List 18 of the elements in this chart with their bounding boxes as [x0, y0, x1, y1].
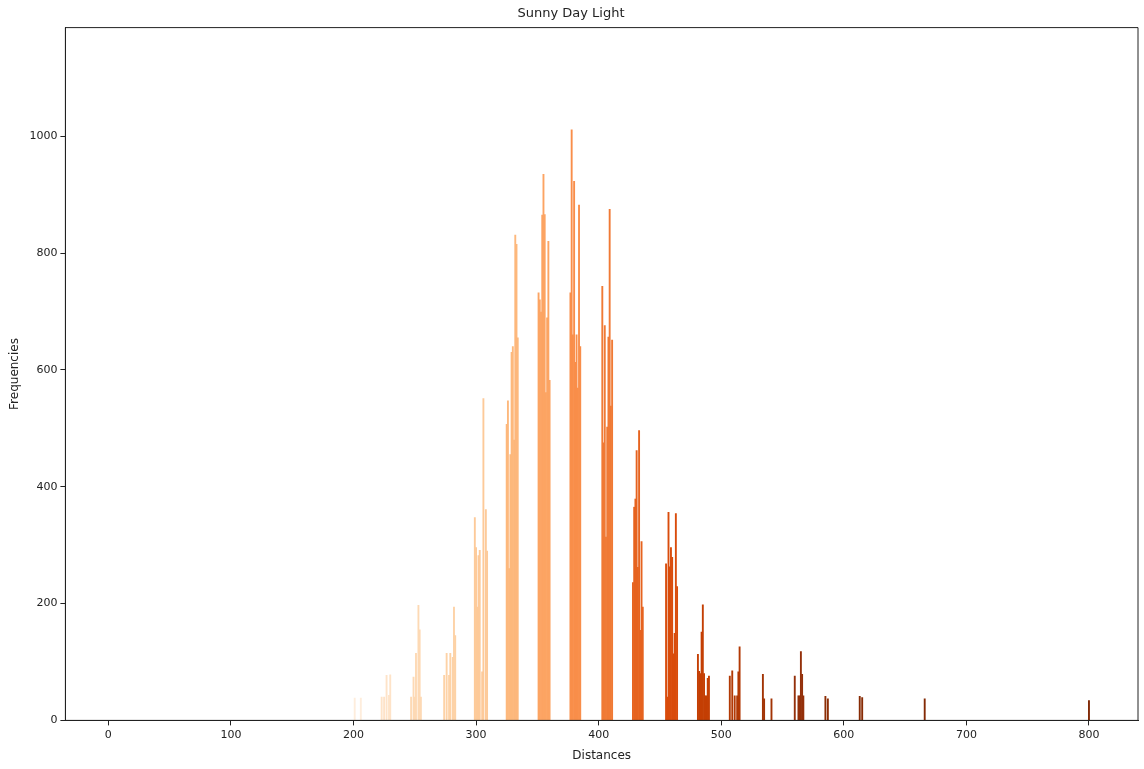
- x-tick-label: 300: [465, 727, 487, 741]
- y-tick-label: 400: [36, 479, 58, 493]
- y-tick-label: 600: [36, 362, 58, 376]
- x-axis-title: Distances: [572, 747, 632, 762]
- x-tick-label: 700: [955, 727, 977, 741]
- x-tick-label: 200: [342, 727, 364, 741]
- x-tick-label: 500: [710, 727, 732, 741]
- x-tick-label: 800: [1078, 727, 1100, 741]
- x-tick-label: 400: [588, 727, 610, 741]
- y-tick-label: 0: [50, 713, 58, 727]
- y-tick-label: 200: [36, 596, 58, 610]
- chart-title: Sunny Day Light: [517, 5, 625, 21]
- x-tick-label: 600: [833, 727, 855, 741]
- x-tick-label: 0: [104, 727, 112, 741]
- y-tick-label: 800: [36, 245, 58, 259]
- y-axis-title: Frequencies: [7, 338, 22, 410]
- y-tick-label: 1000: [29, 129, 58, 143]
- x-tick-label: 100: [220, 727, 242, 741]
